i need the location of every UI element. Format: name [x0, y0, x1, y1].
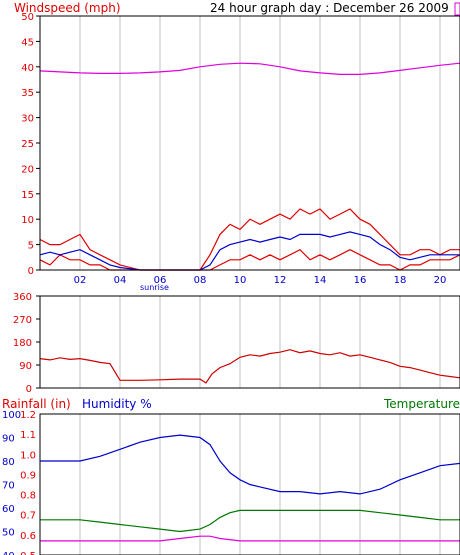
rainfall-tick-label: 0.8 — [20, 491, 36, 502]
humidity-tick-label: 80 — [2, 457, 15, 468]
rainfall-tick-label: 1.2 — [20, 410, 36, 421]
direction-y-ticks: 0 90 180 270 360 — [13, 292, 40, 395]
direction-plot — [39, 349, 460, 384]
rainfall-tick-label: 0.6 — [20, 531, 36, 542]
y-tick-label: 180 — [13, 338, 32, 349]
rainfall-tick-label: 1.1 — [20, 430, 36, 441]
direction-grid — [79, 296, 441, 388]
chart-title: 24 hour graph day : December 26 2009 — [210, 1, 449, 15]
x-tick-label: 08 — [194, 275, 207, 286]
y-tick-label: 45 — [21, 37, 34, 48]
y-tick-label: 15 — [21, 190, 34, 201]
y-tick-label: 5 — [28, 241, 34, 252]
rh-plot — [40, 434, 460, 542]
sunrise-label: sunrise — [140, 283, 169, 292]
windspeed-x-ticks: 02 04 06 08 10 12 14 16 18 20 — [74, 275, 447, 286]
y-tick-label: 20 — [21, 164, 34, 175]
windspeed-plot — [39, 62, 460, 271]
y-tick-label: 90 — [19, 361, 32, 372]
y-tick-label: 50 — [21, 12, 34, 23]
windspeed-title: Windspeed (mph) — [14, 1, 121, 15]
rainfall-title: Rainfall (in) — [2, 397, 71, 411]
series-green-line — [40, 509, 460, 533]
x-tick-label: 02 — [74, 275, 87, 286]
humidity-tick-label: 40 — [2, 551, 15, 555]
y-tick-label: 35 — [21, 88, 34, 99]
x-tick-label: 04 — [114, 275, 127, 286]
x-tick-label: 10 — [234, 275, 247, 286]
y-tick-label: 270 — [13, 315, 32, 326]
y-tick-label: 10 — [21, 215, 34, 226]
series-red-line — [39, 248, 460, 271]
series-magenta-line — [40, 535, 460, 542]
x-tick-label: 14 — [314, 275, 327, 286]
y-tick-label: 40 — [21, 63, 34, 74]
direction-frame — [39, 295, 460, 389]
series-blue-line — [40, 434, 460, 495]
legend-marker — [454, 2, 460, 16]
x-tick-label: 06 — [154, 275, 167, 286]
rainfall-tick-label: 0.9 — [20, 470, 36, 481]
humidity-tick-label: 70 — [2, 481, 15, 492]
x-tick-label: 12 — [274, 275, 287, 286]
rainfall-tick-label: 0.5 — [20, 551, 36, 555]
rh-y-ticks: 100 90 80 70 60 50 40 1.2 1.1 1.0 0.9 0.8 0.7 0.6 0.5 — [2, 410, 36, 555]
humidity-tick-label: 100 — [2, 410, 21, 421]
humidity-tick-label: 50 — [2, 528, 15, 539]
x-tick-label: 16 — [354, 275, 367, 286]
y-tick-label: 30 — [21, 114, 34, 125]
windspeed-grid — [79, 16, 441, 270]
rh-grid — [79, 414, 441, 555]
windspeed-y-ticks: 0 5 10 15 20 25 30 35 40 45 50 — [21, 12, 40, 277]
y-tick-label: 25 — [21, 139, 34, 150]
humidity-tick-label: 90 — [2, 434, 15, 445]
humidity-title: Humidity % — [82, 397, 152, 411]
humidity-tick-label: 60 — [2, 504, 15, 515]
x-tick-label: 18 — [394, 275, 407, 286]
x-tick-label: 20 — [434, 275, 447, 286]
series-magenta-line — [39, 62, 460, 76]
rainfall-tick-label: 0.7 — [20, 511, 36, 522]
rainfall-tick-label: 1.0 — [20, 450, 36, 461]
windspeed-frame — [39, 15, 460, 271]
y-tick-label: 0 — [28, 266, 34, 277]
temperature-title: Temperature — [383, 397, 460, 411]
y-tick-label: 0 — [26, 384, 32, 395]
series-darkred-line — [39, 349, 460, 384]
y-tick-label: 360 — [13, 292, 32, 303]
series-blue-line — [39, 231, 460, 271]
rh-frame — [39, 413, 460, 555]
series-red-line — [39, 208, 460, 271]
